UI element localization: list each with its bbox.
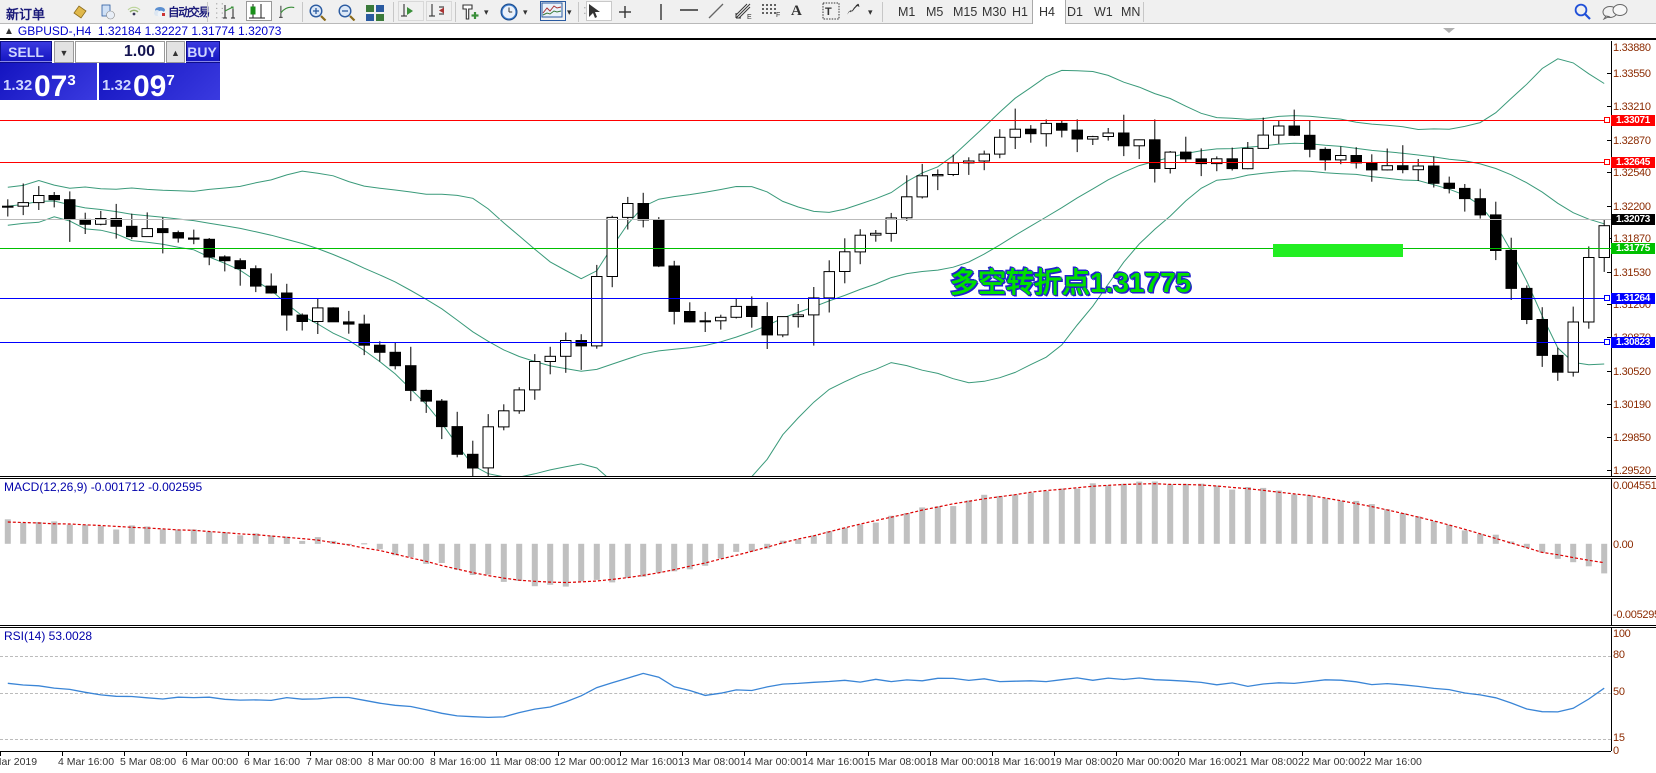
svg-text:F: F xyxy=(776,12,780,18)
svg-text:T: T xyxy=(825,6,832,18)
svg-text:E: E xyxy=(747,14,752,20)
